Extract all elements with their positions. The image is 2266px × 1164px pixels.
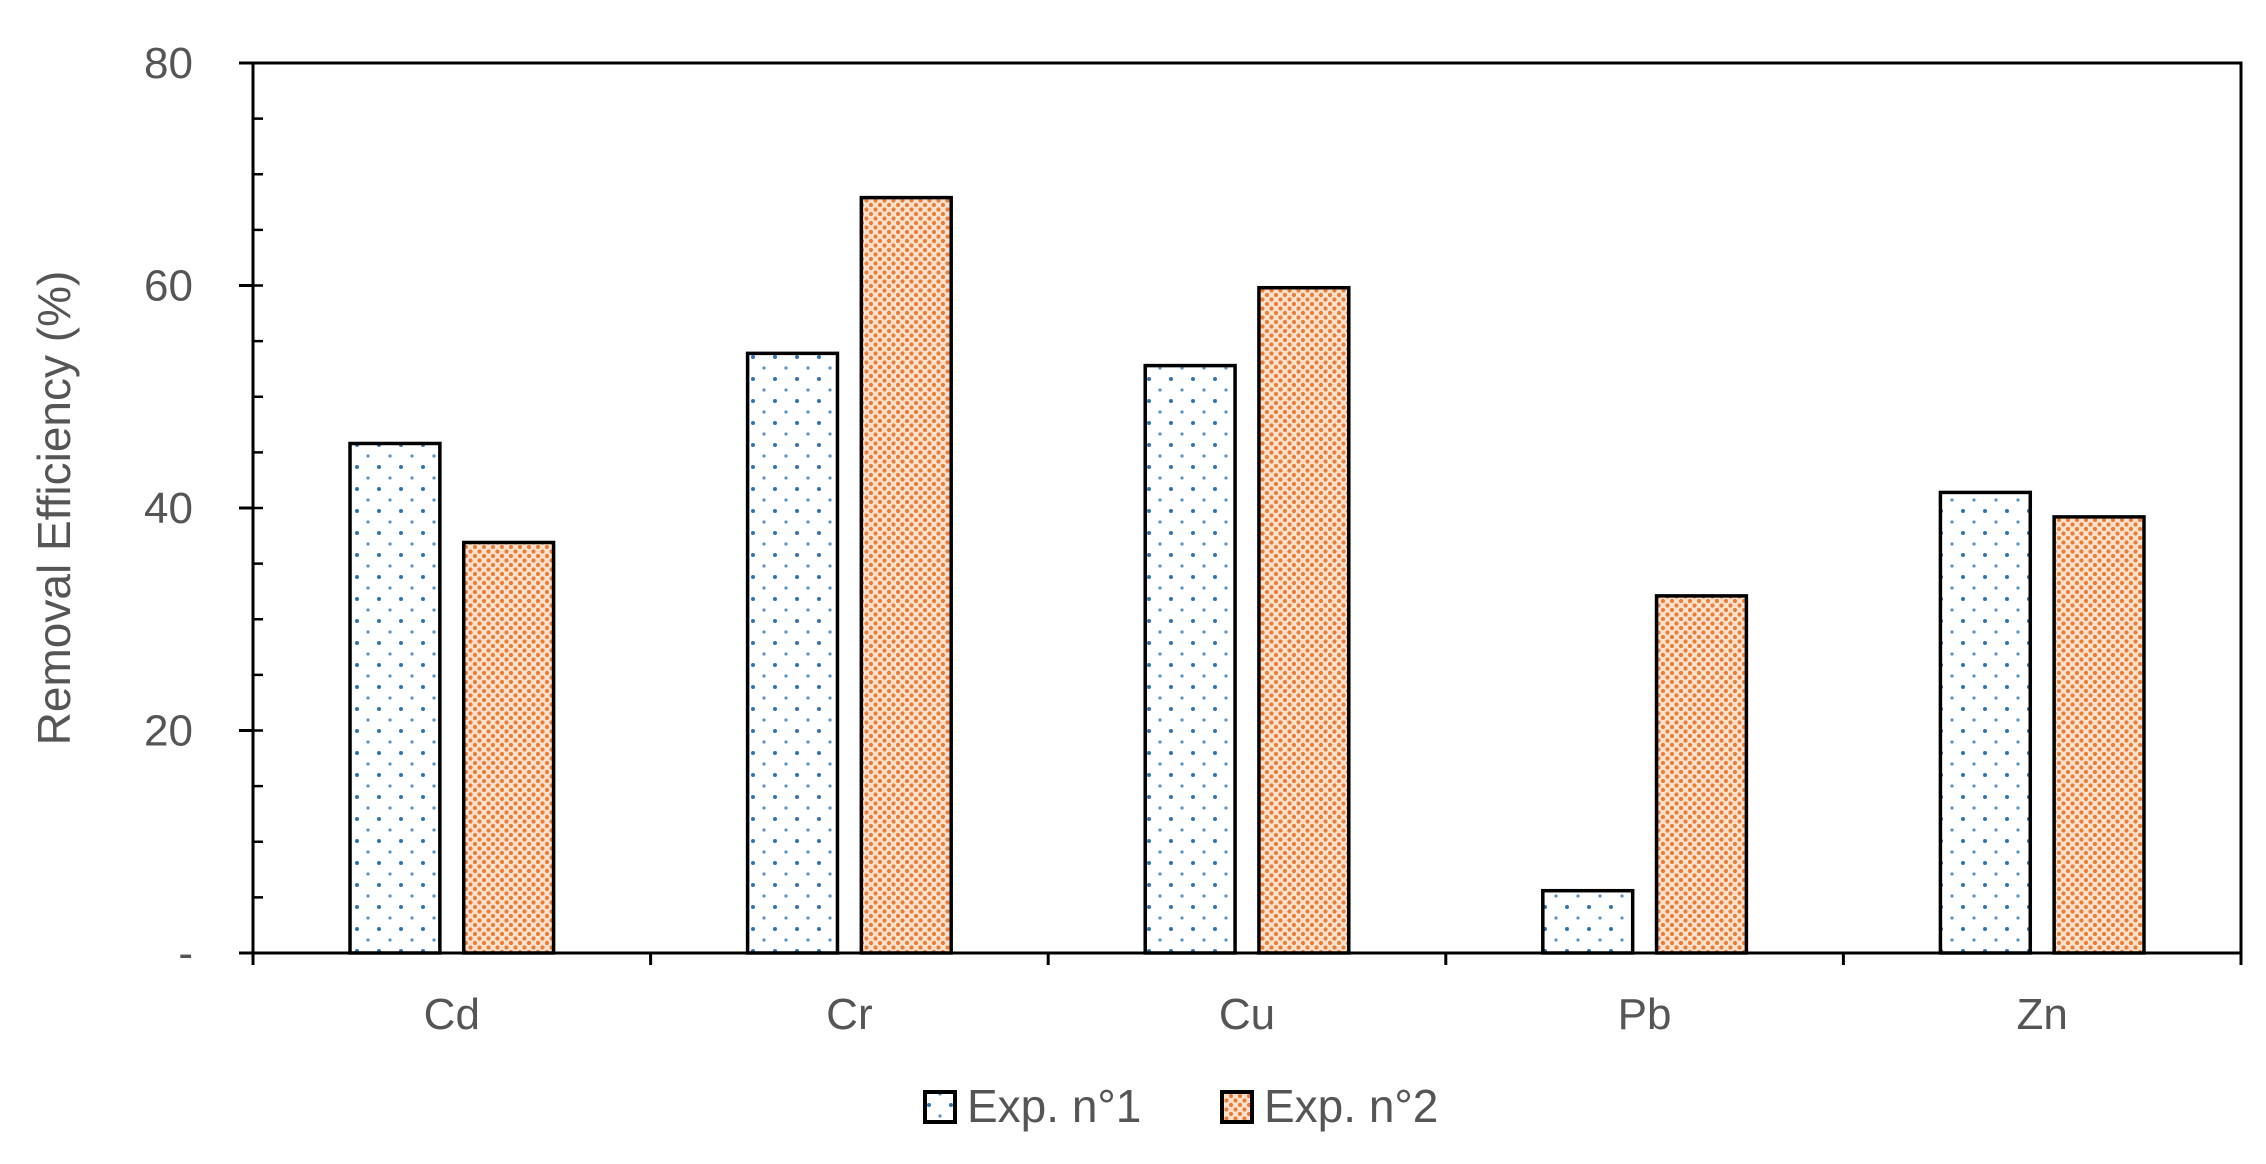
y-axis-title: Removal Efficiency (%) <box>28 271 80 746</box>
bar-cd-series-1 <box>348 441 442 955</box>
bar-pb-series-1 <box>1541 888 1635 955</box>
y-tick-label: 20 <box>144 707 193 756</box>
legend: Exp. n°1 Exp. n°2 <box>923 1080 1438 1132</box>
y-tick-label: 40 <box>144 484 193 533</box>
legend-swatch-series-2 <box>1220 1090 1254 1124</box>
bar-zn-series-2 <box>2052 515 2146 955</box>
y-tick-label: 60 <box>144 262 193 311</box>
bar-zn-series-1 <box>1938 490 2033 955</box>
legend-label-series-1: Exp. n°1 <box>967 1080 1141 1132</box>
bar-pb-series-2 <box>1654 594 1749 955</box>
x-tick-label: Zn <box>2017 990 2068 1039</box>
bar-cu-series-1 <box>1143 363 1237 955</box>
bar-cr-series-2 <box>859 195 953 955</box>
x-tick-label: Cd <box>424 990 480 1039</box>
y-tick-label: - <box>178 929 193 978</box>
bar-cd-series-2 <box>461 540 556 955</box>
x-tick-label: Cu <box>1219 990 1275 1039</box>
bar-cr-series-1 <box>745 351 840 955</box>
y-tick-label: 80 <box>144 39 193 88</box>
x-tick-label: Cr <box>826 990 872 1039</box>
x-tick-label: Pb <box>1618 990 1672 1039</box>
legend-swatch-series-1 <box>923 1090 957 1124</box>
legend-label-series-2: Exp. n°2 <box>1264 1080 1438 1132</box>
bar-cu-series-2 <box>1257 285 1351 955</box>
